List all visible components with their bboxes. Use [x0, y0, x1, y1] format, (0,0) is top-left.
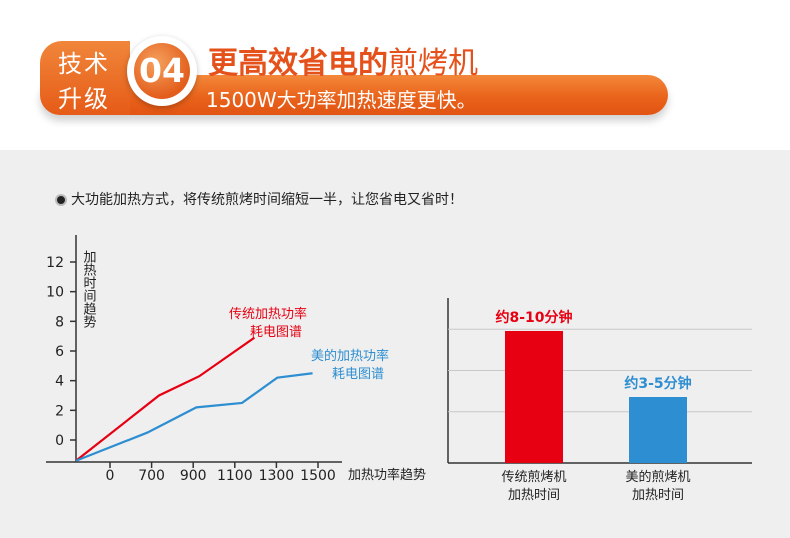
- bar-category-line1: 美的煎烤机: [625, 469, 690, 485]
- y-tick-label: 4: [55, 374, 64, 390]
- y-tick-label: 0: [55, 433, 64, 449]
- x-tick-label: 700: [138, 468, 165, 484]
- headline-bold: 更高效省电的: [208, 46, 388, 81]
- y-axis-label: 加热时间趋势: [81, 250, 97, 329]
- y-tick-label: 12: [46, 255, 64, 271]
- intro-text: 大功能加热方式，将传统煎烤时间缩短一半，让您省电又省时！: [71, 192, 463, 208]
- series-label-line2: 耗电图谱: [250, 325, 302, 340]
- headline-light: 煎烤机: [388, 46, 478, 81]
- headline: 更高效省电的煎烤机: [208, 38, 478, 82]
- y-tick-label: 10: [46, 285, 64, 301]
- tag-line-2: 升级: [58, 85, 110, 113]
- series-label-line2: 耗电图谱: [332, 367, 384, 382]
- bar-traditional: [505, 331, 563, 463]
- number-badge: 04: [134, 43, 190, 99]
- line-chart: 0 2 4 6 8 10 12 0 700 900 1100 1300 1500 加热功率趋势 加热时间趋势…: [46, 235, 426, 484]
- intro-row: 大功能加热方式，将传统煎烤时间缩短一半，让您省电又省时！: [55, 189, 463, 209]
- y-tick-label: 2: [55, 403, 64, 419]
- x-tick-label: 1300: [259, 468, 295, 484]
- x-tick-label: 1500: [300, 468, 336, 484]
- bar-value-label: 约8-10分钟: [495, 309, 572, 326]
- series-label-line1: 美的加热功率: [311, 348, 389, 364]
- x-tick-label: 1100: [217, 468, 253, 484]
- bullet-icon: [55, 194, 67, 206]
- bar-value-label: 约3-5分钟: [624, 375, 691, 392]
- bar-midea: [629, 397, 687, 463]
- x-axis-label: 加热功率趋势: [348, 467, 426, 483]
- bar-category-line2: 加热时间: [508, 488, 560, 503]
- y-tick-label: 6: [55, 344, 64, 360]
- bar-category-line2: 加热时间: [632, 488, 684, 503]
- subline: 1500W大功率加热速度更快。: [206, 88, 477, 112]
- tag-line-1: 技术: [58, 50, 110, 78]
- series-line-traditional: [75, 336, 256, 462]
- content-panel: [0, 150, 790, 538]
- bar-category-line1: 传统煎烤机: [501, 469, 566, 485]
- series-line-midea: [75, 372, 313, 462]
- x-tick-label: 900: [180, 468, 207, 484]
- series-label-line1: 传统加热功率: [229, 306, 307, 322]
- x-tick-label: 0: [106, 468, 115, 484]
- y-tick-label: 8: [55, 314, 64, 330]
- tag-box: [40, 41, 130, 115]
